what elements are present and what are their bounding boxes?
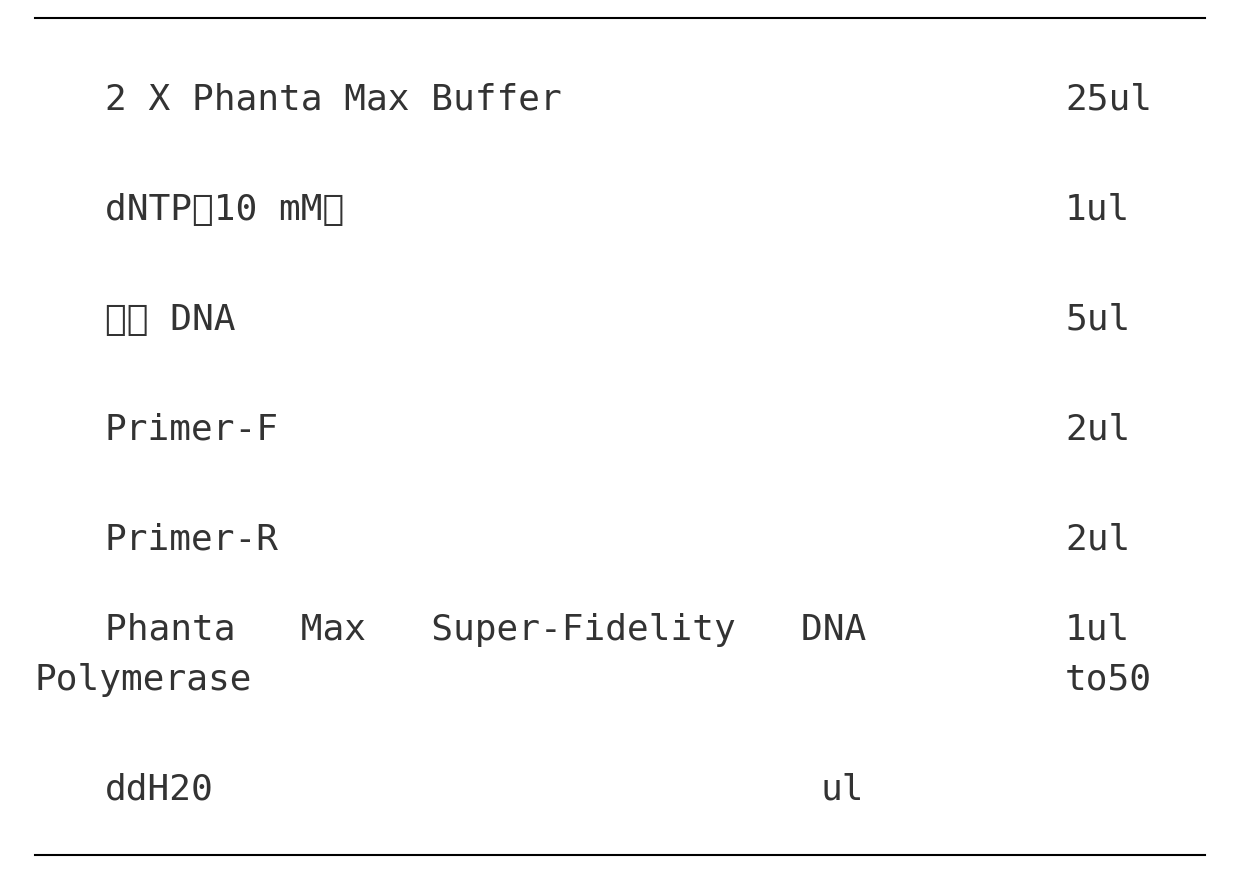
- Text: Polymerase: Polymerase: [35, 663, 253, 697]
- Text: 1ul: 1ul: [1065, 613, 1130, 647]
- Text: 2ul: 2ul: [1065, 523, 1130, 557]
- Text: 2 X Phanta Max Buffer: 2 X Phanta Max Buffer: [105, 83, 562, 117]
- Text: dNTP（10 mM）: dNTP（10 mM）: [105, 193, 345, 227]
- Text: Primer-R: Primer-R: [105, 523, 279, 557]
- Text: Phanta   Max   Super-Fidelity   DNA: Phanta Max Super-Fidelity DNA: [105, 613, 867, 647]
- Text: 1ul: 1ul: [1065, 193, 1130, 227]
- Text: ul: ul: [820, 773, 863, 807]
- Text: to50: to50: [1065, 663, 1152, 697]
- Text: 5ul: 5ul: [1065, 303, 1130, 337]
- Text: Primer-F: Primer-F: [105, 413, 279, 447]
- Text: ddH20: ddH20: [105, 773, 213, 807]
- Text: 25ul: 25ul: [1065, 83, 1152, 117]
- Text: 模板 DNA: 模板 DNA: [105, 303, 236, 337]
- Text: 2ul: 2ul: [1065, 413, 1130, 447]
